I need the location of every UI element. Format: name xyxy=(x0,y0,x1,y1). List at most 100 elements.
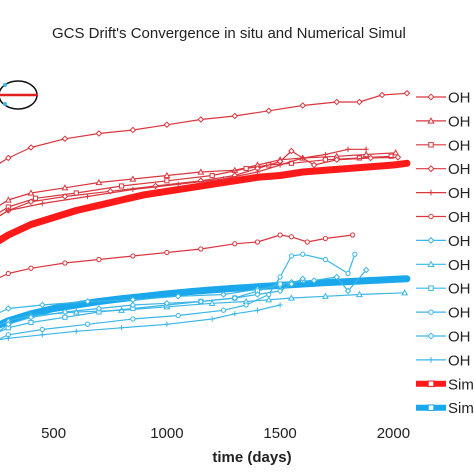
series-2-point xyxy=(197,168,205,175)
series-11-point xyxy=(5,320,12,328)
series-13 xyxy=(0,159,411,245)
series-7-point xyxy=(344,287,352,295)
legend-label: OH xyxy=(448,185,471,202)
drift-cross-section-icon xyxy=(0,80,38,110)
series-5-point xyxy=(300,155,306,161)
legend-label: OH xyxy=(448,305,471,322)
series-10-point xyxy=(130,316,136,322)
series-12-point xyxy=(39,332,45,338)
legend-marker xyxy=(428,189,434,196)
series-1-point xyxy=(5,154,12,162)
series-12-point xyxy=(232,311,238,317)
series-1-line xyxy=(0,92,408,164)
series-5-point xyxy=(175,181,181,187)
series-6-point xyxy=(130,253,136,259)
series-3-point xyxy=(32,195,39,201)
series-7-line xyxy=(0,269,367,314)
series-3-point xyxy=(209,172,215,179)
series-10-point xyxy=(352,251,358,257)
x-axis-ticks: 500 1000 1500 2000 xyxy=(41,425,410,442)
series-11-point xyxy=(95,305,103,312)
series-10-point xyxy=(39,326,45,333)
legend-marker xyxy=(427,236,435,244)
series-7-point xyxy=(84,298,91,305)
series-4-point xyxy=(310,161,318,169)
legend-item: OH xyxy=(416,185,471,202)
legend-marker xyxy=(427,332,435,340)
series-4-point xyxy=(333,156,341,164)
series-8-point xyxy=(208,299,216,306)
series-7-point xyxy=(5,305,12,312)
series-5-point xyxy=(84,193,91,200)
x-tick-label: 2000 xyxy=(377,425,410,442)
legend-item: OH xyxy=(416,329,471,346)
legend-item: Sim xyxy=(416,400,474,417)
series-7-point xyxy=(333,273,341,281)
legend-marker xyxy=(427,404,435,411)
series-12-point xyxy=(118,325,125,331)
series-1-point xyxy=(27,144,35,151)
series-12-point xyxy=(5,335,11,341)
series-3-point xyxy=(118,183,125,189)
legend-label: OH xyxy=(448,281,471,298)
series-2-point xyxy=(163,171,171,179)
legend-label: OH xyxy=(448,233,471,250)
series-2-point xyxy=(61,184,69,191)
x-tick-label: 1000 xyxy=(150,425,183,442)
series-7-point xyxy=(220,291,227,298)
legend-label: Sim xyxy=(448,400,474,417)
series-1-point xyxy=(265,107,273,115)
legend-item: OH xyxy=(416,209,471,226)
legend-label: OH xyxy=(448,113,471,130)
series-5-point xyxy=(5,207,11,214)
legend-item: OH xyxy=(416,281,471,298)
series-11-point xyxy=(27,313,35,321)
legend-label: OH xyxy=(448,161,471,178)
series-10-point xyxy=(322,256,328,263)
series-11-point xyxy=(276,287,284,295)
series-12-point xyxy=(73,328,79,334)
series-1-point xyxy=(299,102,307,109)
series-6-point xyxy=(28,265,34,271)
series-12-point xyxy=(164,321,170,327)
series-10-point xyxy=(220,307,227,313)
legend-marker xyxy=(428,213,434,220)
series-8-point xyxy=(265,296,273,303)
series-6-point xyxy=(5,270,11,277)
legend-label: OH xyxy=(448,209,471,226)
legend-marker xyxy=(427,165,435,173)
series-10-point xyxy=(175,312,181,319)
series-5-point xyxy=(39,200,45,207)
series-3-point xyxy=(243,165,249,172)
series-14-line xyxy=(0,275,411,329)
series-6-point xyxy=(288,234,295,240)
x-tick-label: 500 xyxy=(41,425,66,442)
legend-label: Sim xyxy=(448,376,474,393)
series-1 xyxy=(0,89,411,164)
series-12-point xyxy=(209,316,215,322)
series-10-point xyxy=(277,274,283,280)
legend-label: OH xyxy=(448,90,471,107)
series-8-point xyxy=(355,290,363,298)
legend-item: OH xyxy=(416,305,471,322)
series-14 xyxy=(0,275,411,329)
series-6-point xyxy=(350,232,356,238)
series-11-point xyxy=(299,275,307,283)
legend-marker xyxy=(427,117,435,124)
series-10-point xyxy=(85,321,91,327)
series-1-point xyxy=(378,91,386,99)
series-1-point xyxy=(231,112,239,120)
series-9-point xyxy=(62,314,68,320)
legend-item: OH xyxy=(416,113,471,130)
legend-label: OH xyxy=(448,137,471,154)
series-5-point xyxy=(345,146,351,152)
series-7-point xyxy=(38,301,46,309)
legend-item: OH xyxy=(416,161,471,178)
series-4-point xyxy=(367,154,375,162)
series-12-line xyxy=(0,304,281,341)
series-5-point xyxy=(277,162,283,168)
series-1-point xyxy=(403,89,411,97)
series-13-line xyxy=(0,159,411,245)
series-1-point xyxy=(197,116,205,123)
legend-label: OH xyxy=(448,352,471,369)
